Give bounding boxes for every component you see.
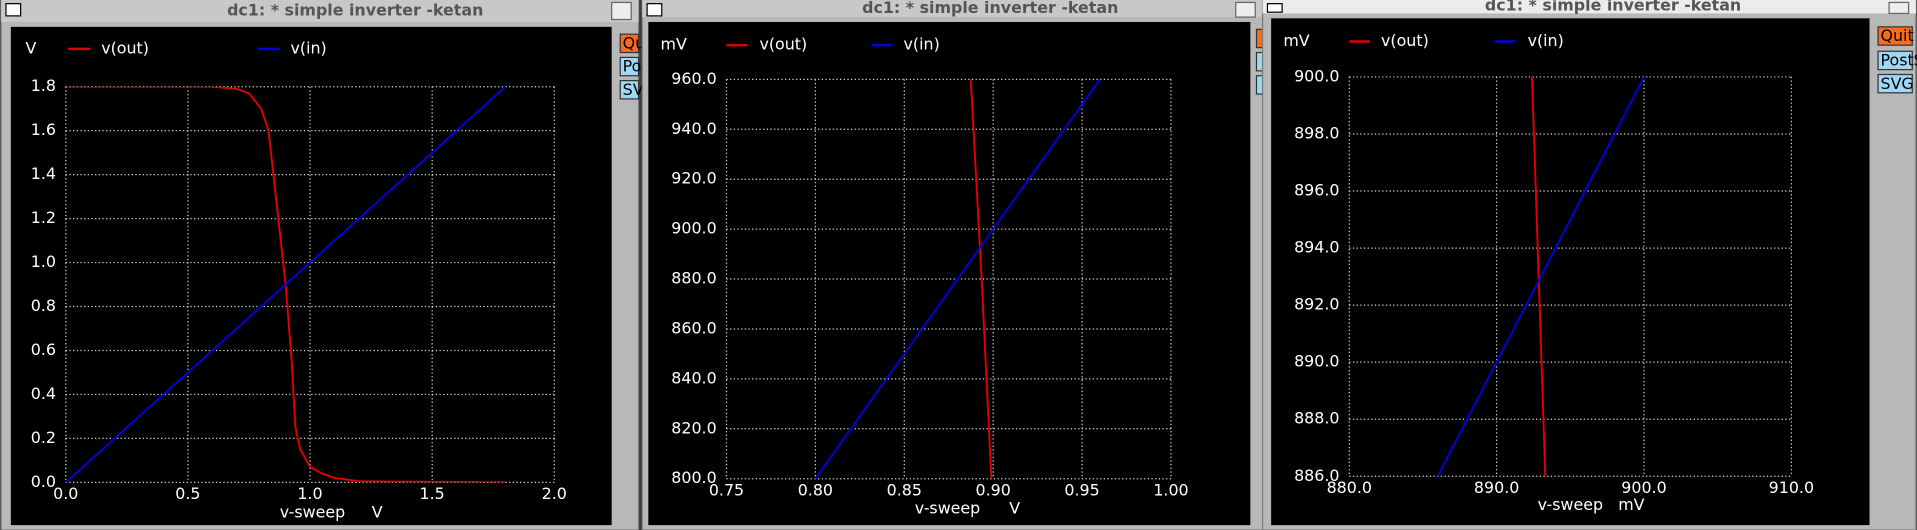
y-tick-label: 0.6 xyxy=(31,340,56,359)
side-button[interactable] xyxy=(619,33,640,54)
side-button[interactable] xyxy=(1255,28,1264,49)
side-button[interactable] xyxy=(619,56,640,77)
legend-label: v(out) xyxy=(101,38,149,57)
window-menu-icon[interactable] xyxy=(646,3,663,17)
y-tick-label: 894.0 xyxy=(1294,238,1339,257)
y-tick-label: 888.0 xyxy=(1294,409,1339,428)
x-tick-label: 1.5 xyxy=(420,484,445,503)
x-tick-label: 0.80 xyxy=(798,480,833,499)
side-button[interactable] xyxy=(1877,26,1913,46)
x-tick-label: 0.90 xyxy=(976,480,1011,499)
side-button[interactable] xyxy=(1877,50,1913,71)
y-tick-label: 1.0 xyxy=(31,252,56,271)
minimize-button[interactable] xyxy=(611,1,632,21)
window-title: dc1: * simple inverter -ketan xyxy=(862,0,1118,17)
x-tick-label: 0.85 xyxy=(887,480,922,499)
side-button-label: Po xyxy=(623,57,642,76)
title-bar xyxy=(642,0,1263,18)
side-button-label: Quit xyxy=(1881,26,1914,45)
minimize-button[interactable] xyxy=(1235,1,1256,18)
y-unit-label: V xyxy=(26,38,37,57)
legend-label: v(out) xyxy=(1381,31,1429,50)
plot-window: dc1: * simple inverter -ketan Qu Po SV xyxy=(0,0,646,530)
side-button[interactable] xyxy=(1255,51,1264,72)
legend-label: v(in) xyxy=(904,35,940,54)
x-tick-label: 0.0 xyxy=(53,484,78,503)
y-tick-label: 840.0 xyxy=(671,368,716,387)
side-button-label: Qu xyxy=(623,33,646,52)
window-menu-icon[interactable] xyxy=(5,3,22,17)
y-tick-label: 0.8 xyxy=(31,296,56,315)
x-tick-label: 1.0 xyxy=(297,484,322,503)
y-tick-label: 1.2 xyxy=(31,208,56,227)
title-bar xyxy=(1,0,639,22)
plot-area xyxy=(1271,18,1870,526)
side-button[interactable] xyxy=(619,79,640,100)
plot-area xyxy=(648,21,1251,526)
y-unit-label: mV xyxy=(661,35,687,54)
x-tick-label: 890.0 xyxy=(1474,478,1519,497)
x-axis-label: v-sweep xyxy=(1538,495,1604,514)
side-button[interactable] xyxy=(1255,75,1264,95)
series-line xyxy=(1436,76,1645,477)
legend-label: v(out) xyxy=(759,35,807,54)
window-menu-icon[interactable] xyxy=(1266,3,1283,13)
y-unit-label: mV xyxy=(1283,31,1309,50)
y-tick-label: 892.0 xyxy=(1294,295,1339,314)
y-tick-label: 0.0 xyxy=(31,472,56,491)
chart: 0.0 0.2 0.4 0.6 0.8 1.0 1.2 1.4 1.6 1.8 0.0 0.5 1.0 1… xyxy=(26,38,567,521)
side-button-label: SV xyxy=(623,80,644,99)
series-line xyxy=(1531,76,1547,477)
y-tick-label: 890.0 xyxy=(1294,352,1339,371)
x-tick-label: 900.0 xyxy=(1621,478,1666,497)
x-tick-label: 0.75 xyxy=(709,480,744,499)
legend-label: v(in) xyxy=(291,38,327,57)
x-axis-label: v-sweep xyxy=(280,502,346,521)
minimize-button[interactable] xyxy=(1888,1,1910,15)
x-axis-label: v-sweep xyxy=(915,499,981,518)
chart: 886.0 888.0 890.0 892.0 894.0 896.0 898.0 900.0… xyxy=(1283,31,1814,514)
title-bar xyxy=(1262,0,1916,14)
y-tick-label: 0.4 xyxy=(31,384,56,403)
y-tick-label: 896.0 xyxy=(1294,181,1339,200)
window-title: dc1: * simple inverter -ketan xyxy=(227,0,483,19)
y-tick-label: 900.0 xyxy=(671,219,716,238)
y-tick-label: 960.0 xyxy=(671,69,716,88)
y-tick-label: 900.0 xyxy=(1294,66,1339,85)
y-tick-label: 820.0 xyxy=(671,418,716,437)
x-tick-label: 880.0 xyxy=(1327,478,1372,497)
x-unit-label: V xyxy=(1009,499,1020,518)
x-tick-label: 0.5 xyxy=(175,484,200,503)
plot-window: dc1: * simple inverter -ketan xyxy=(641,0,1264,530)
y-tick-label: 940.0 xyxy=(671,119,716,138)
legend-label: v(in) xyxy=(1528,31,1564,50)
window-title: dc1: * simple inverter -ketan xyxy=(1485,0,1741,15)
x-unit-label: V xyxy=(372,502,383,521)
y-tick-label: 860.0 xyxy=(671,318,716,337)
side-button-label: SVG xyxy=(1881,74,1914,93)
series-line xyxy=(814,79,1101,479)
y-tick-label: 1.4 xyxy=(31,164,56,183)
y-tick-label: 898.0 xyxy=(1294,123,1339,142)
y-tick-label: 880.0 xyxy=(671,269,716,288)
y-tick-label: 0.2 xyxy=(31,428,56,447)
y-tick-label: 1.8 xyxy=(31,76,56,95)
y-tick-label: 886.0 xyxy=(1294,466,1339,485)
x-tick-label: 2.0 xyxy=(542,484,567,503)
series-line xyxy=(65,86,507,483)
y-tick-label: 1.6 xyxy=(31,120,56,139)
x-unit-label: mV xyxy=(1618,495,1644,514)
series-line xyxy=(969,79,993,479)
side-button[interactable] xyxy=(1877,73,1913,94)
y-tick-label: 920.0 xyxy=(671,169,716,188)
x-tick-label: 910.0 xyxy=(1769,478,1814,497)
chart: 800.0 820.0 840.0 860.0 880.0 900.0 920.0 940.0… xyxy=(661,35,1189,518)
y-tick-label: 800.0 xyxy=(671,468,716,487)
x-tick-label: 1.00 xyxy=(1153,480,1188,499)
x-tick-label: 0.95 xyxy=(1064,480,1099,499)
